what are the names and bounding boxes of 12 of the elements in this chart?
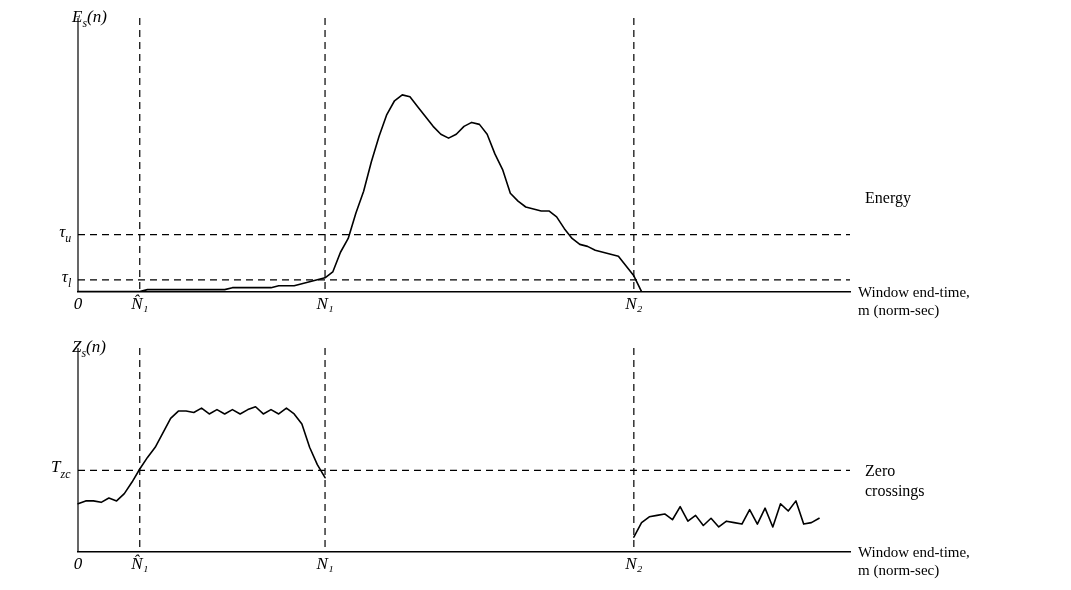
x-axis-title: Window end-time, m (norm-sec) [858,543,970,579]
x-tick-label: N₁ [315,554,334,574]
text: Energy [865,189,911,208]
x-axis-title: Window end-time, m (norm-sec) [858,283,970,319]
x-tick-label: N₂ [624,294,643,314]
x-tick-label: N₁ [315,294,334,314]
text: Zero crossings [865,462,925,501]
x-tick-label: N̂₁ [130,294,149,314]
x-tick-label: 0 [73,294,83,314]
x-tick-label: N₂ [624,554,643,574]
x-tick-label: 0 [73,554,83,574]
x-tick-label: N̂₁ [130,554,149,574]
